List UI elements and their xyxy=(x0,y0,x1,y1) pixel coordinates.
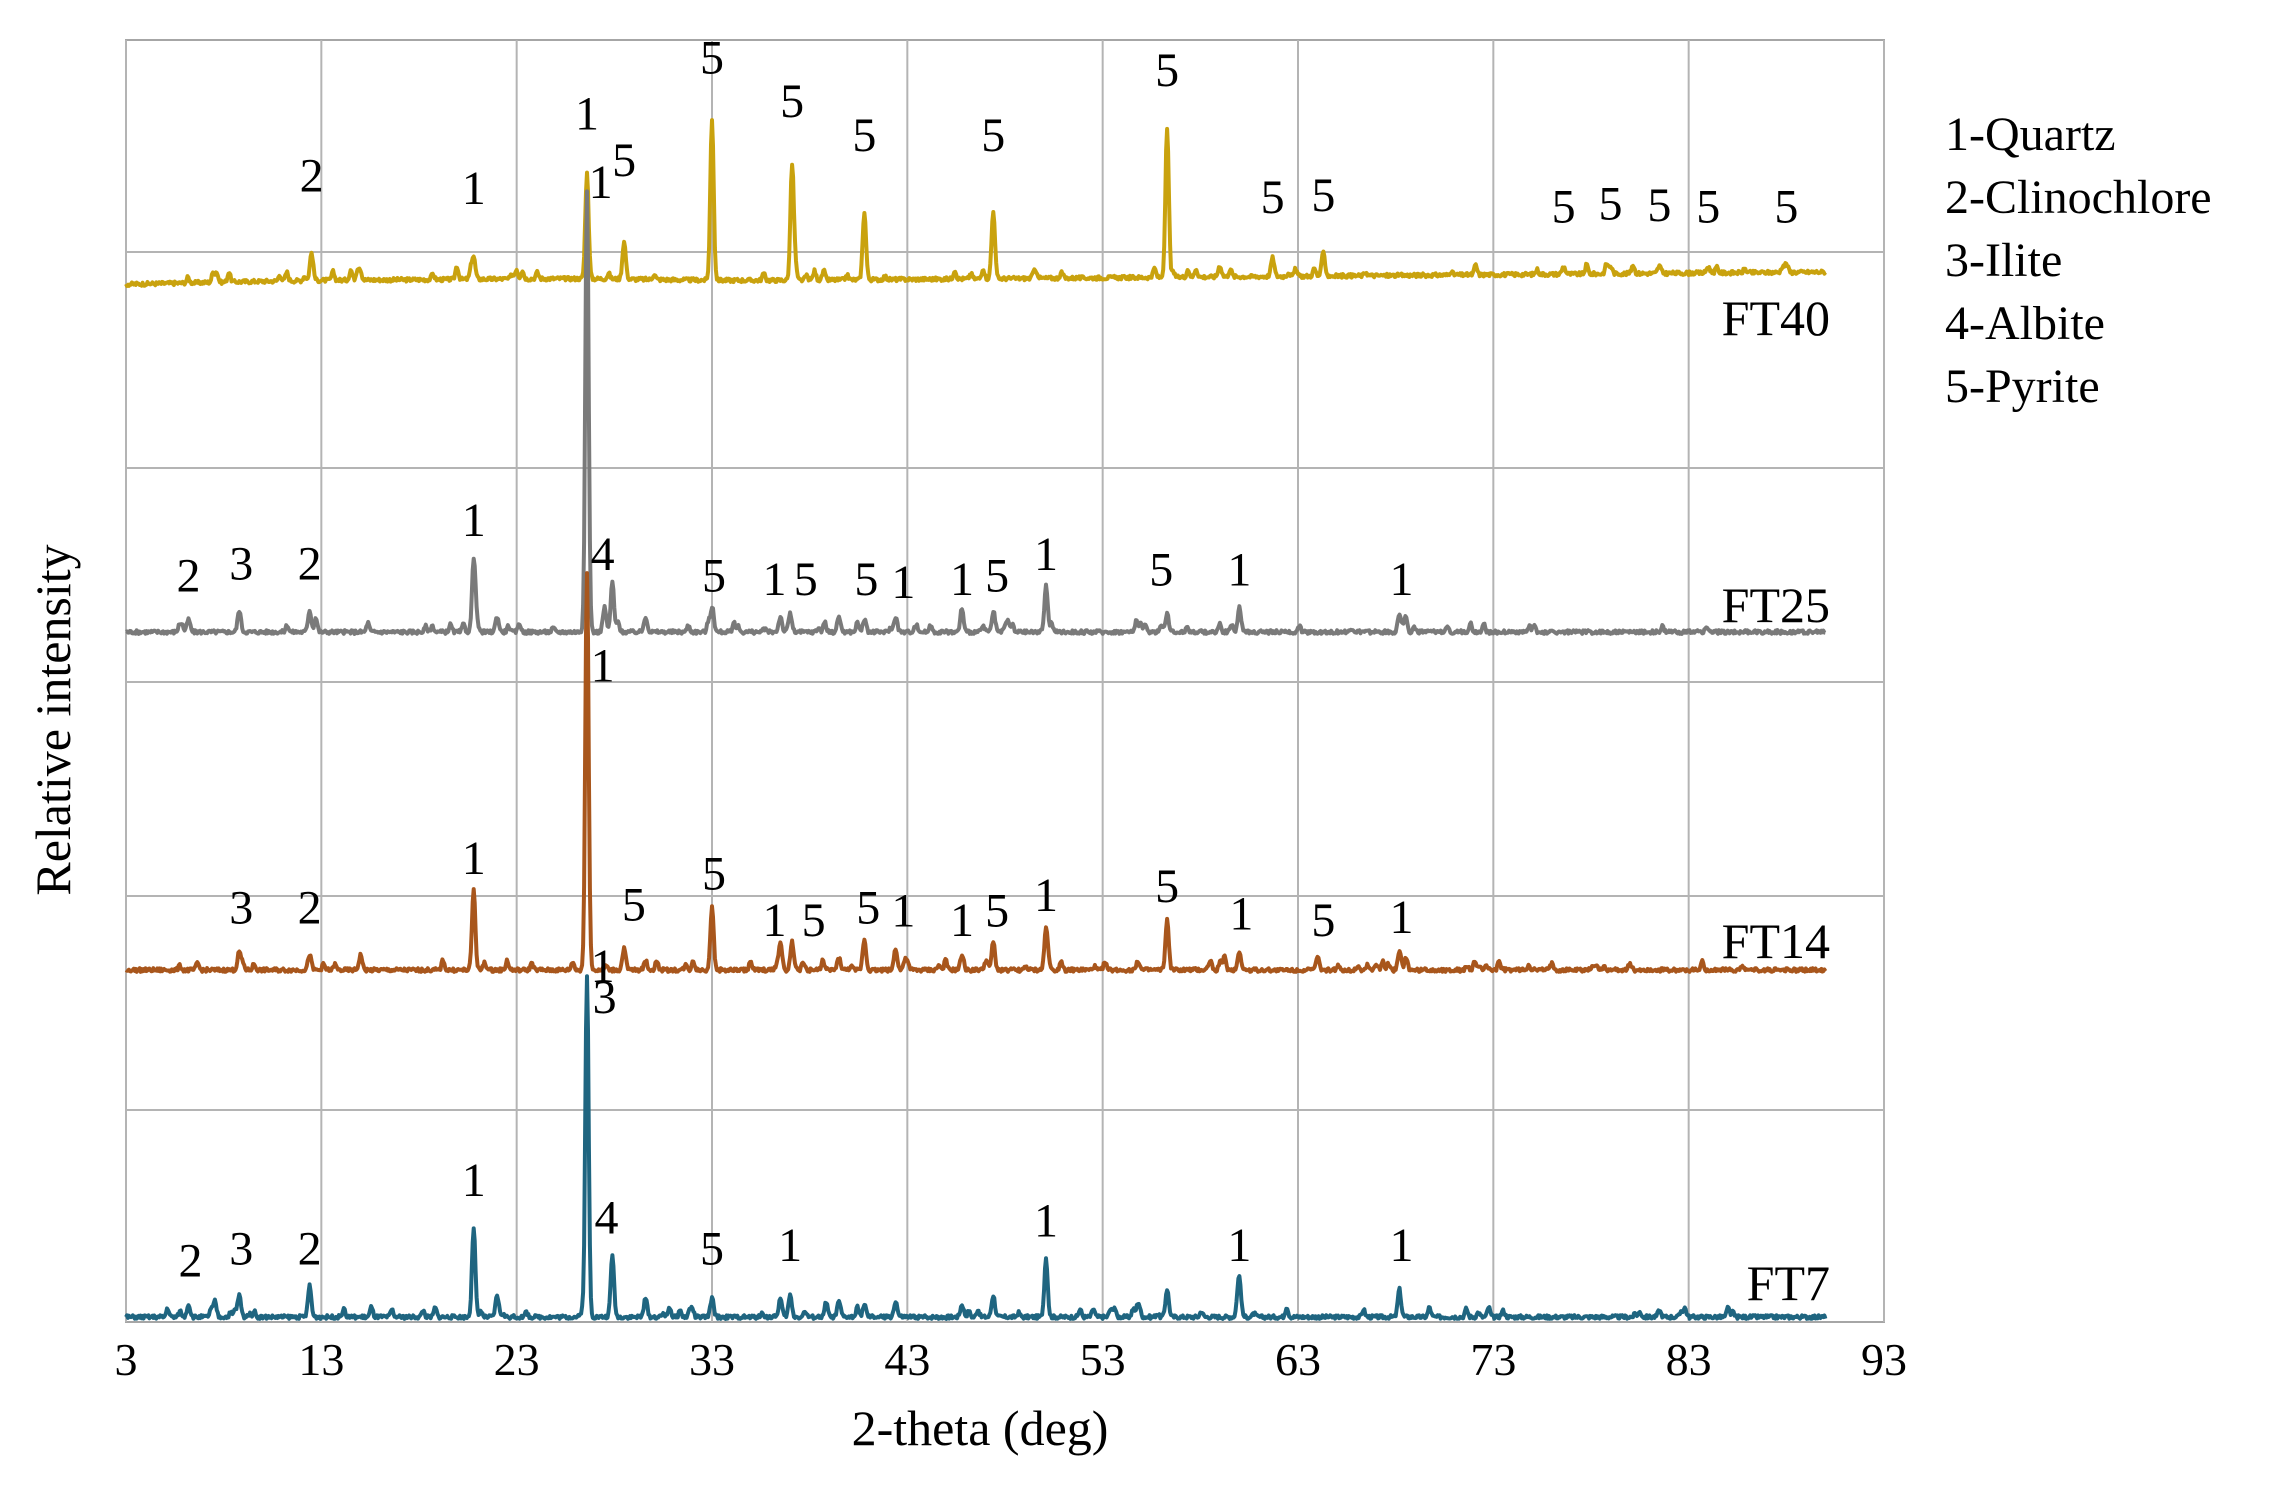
peak-label: 1 xyxy=(1034,1194,1058,1247)
peak-label: 5 xyxy=(1261,171,1285,224)
peak-label: 5 xyxy=(794,553,818,606)
peak-label: 5 xyxy=(780,75,804,128)
peak-label: 5 xyxy=(1696,180,1720,233)
peak-label: 1 xyxy=(462,162,486,215)
peak-label: 1 xyxy=(1390,891,1414,944)
peak-label: 3 xyxy=(229,1222,253,1275)
peak-label: 2 xyxy=(177,550,201,603)
x-tick-label: 43 xyxy=(884,1334,930,1385)
x-tick-label: 23 xyxy=(494,1334,540,1385)
grid xyxy=(125,39,1885,1323)
peak-label: 3 xyxy=(229,537,253,590)
peak-label: 1 xyxy=(1227,1219,1251,1272)
legend-entry: 2-Clinochlore xyxy=(1945,171,2212,224)
series-name-ft40: FT40 xyxy=(1722,290,1830,346)
legend: 1-Quartz 2-Clinochlore 3-Ilite 4-Albite … xyxy=(1945,108,2212,413)
peak-label: 4 xyxy=(595,1191,619,1244)
series-line-ft25 xyxy=(125,189,1827,636)
peak-label: 5 xyxy=(1155,860,1179,913)
series-name-ft25: FT25 xyxy=(1722,577,1830,633)
peak-label: 1 xyxy=(763,553,787,606)
peak-label: 1 xyxy=(1034,869,1058,922)
peak-label: 5 xyxy=(852,109,876,162)
peak-label: 1 xyxy=(950,553,974,606)
legend-entry: 5-Pyrite xyxy=(1945,360,2100,413)
peak-label: 5 xyxy=(854,553,878,606)
x-axis-title: 2-theta (deg) xyxy=(852,1400,1109,1456)
peak-label: 1 xyxy=(950,894,974,947)
peak-label: 5 xyxy=(1311,169,1335,222)
series-layer xyxy=(124,118,1828,1321)
peak-label: 2 xyxy=(178,1235,202,1288)
peak-label: 1 xyxy=(1390,1219,1414,1272)
peak-label: 1 xyxy=(575,87,599,140)
series-line-ft14 xyxy=(124,571,1828,974)
x-tick-label: 63 xyxy=(1275,1334,1321,1385)
peak-label: 1 xyxy=(1227,544,1251,597)
peak-label: 1 xyxy=(591,940,615,993)
peak-label: 3 xyxy=(229,882,253,935)
x-tick-labels: 3 13 23 33 43 53 63 73 83 93 xyxy=(115,1334,1908,1385)
peak-label: 2 xyxy=(298,1222,322,1275)
x-tick-label: 3 xyxy=(115,1334,138,1385)
peak-label: 5 xyxy=(1155,44,1179,97)
peak-label: 5 xyxy=(702,847,726,900)
peak-label: 5 xyxy=(1647,179,1671,232)
series-line-ft40 xyxy=(124,118,1827,288)
peak-label: 5 xyxy=(985,885,1009,938)
peak-label: 5 xyxy=(1774,180,1798,233)
y-axis-title: Relative intensity xyxy=(25,544,81,895)
peak-label: 1 xyxy=(591,640,615,693)
peak-label: 1 xyxy=(891,885,915,938)
peak-label: 5 xyxy=(1599,177,1623,230)
peak-label: 5 xyxy=(802,894,826,947)
peak-label: 5 xyxy=(1149,544,1173,597)
peak-label: 2 xyxy=(298,537,322,590)
peak-label: 5 xyxy=(1311,894,1335,947)
peak-label: 1 xyxy=(1034,528,1058,581)
peak-label: 5 xyxy=(702,550,726,603)
legend-entry: 1-Quartz xyxy=(1945,108,2116,161)
peak-label: 5 xyxy=(622,878,646,931)
x-tick-label: 33 xyxy=(689,1334,735,1385)
peak-label: 1 xyxy=(763,894,787,947)
series-name-ft14: FT14 xyxy=(1722,913,1830,969)
series-line-ft7 xyxy=(124,974,1828,1321)
peak-label: 5 xyxy=(700,32,724,85)
peak-label: 5 xyxy=(1552,180,1576,233)
peak-label: 2 xyxy=(298,882,322,935)
peak-label: 1 xyxy=(778,1219,802,1272)
x-tick-label: 83 xyxy=(1666,1334,1712,1385)
peak-label: 1 xyxy=(1229,888,1253,941)
peak-label: 2 xyxy=(300,149,324,202)
peak-label: 5 xyxy=(985,550,1009,603)
series-names: FT40 FT25 FT14 FT7 xyxy=(1722,290,1830,1311)
peak-label: 1 xyxy=(891,556,915,609)
legend-entry: 4-Albite xyxy=(1945,297,2105,350)
x-tick-label: 53 xyxy=(1080,1334,1126,1385)
series-name-ft7: FT7 xyxy=(1747,1255,1830,1311)
peak-label: 5 xyxy=(856,882,880,935)
peak-label: 1 xyxy=(462,832,486,885)
peak-label: 5 xyxy=(981,109,1005,162)
peak-label: 4 xyxy=(591,528,615,581)
peak-label: 1 xyxy=(589,156,613,209)
x-tick-label: 93 xyxy=(1861,1334,1907,1385)
x-tick-label: 73 xyxy=(1470,1334,1516,1385)
legend-entry: 3-Ilite xyxy=(1945,234,2062,287)
peak-label: 1 xyxy=(1390,553,1414,606)
peak-label: 5 xyxy=(612,134,636,187)
peak-label: 1 xyxy=(462,1154,486,1207)
peak-label: 3 xyxy=(593,971,617,1024)
peak-label: 1 xyxy=(462,494,486,547)
peak-label: 5 xyxy=(700,1222,724,1275)
x-tick-label: 13 xyxy=(298,1334,344,1385)
